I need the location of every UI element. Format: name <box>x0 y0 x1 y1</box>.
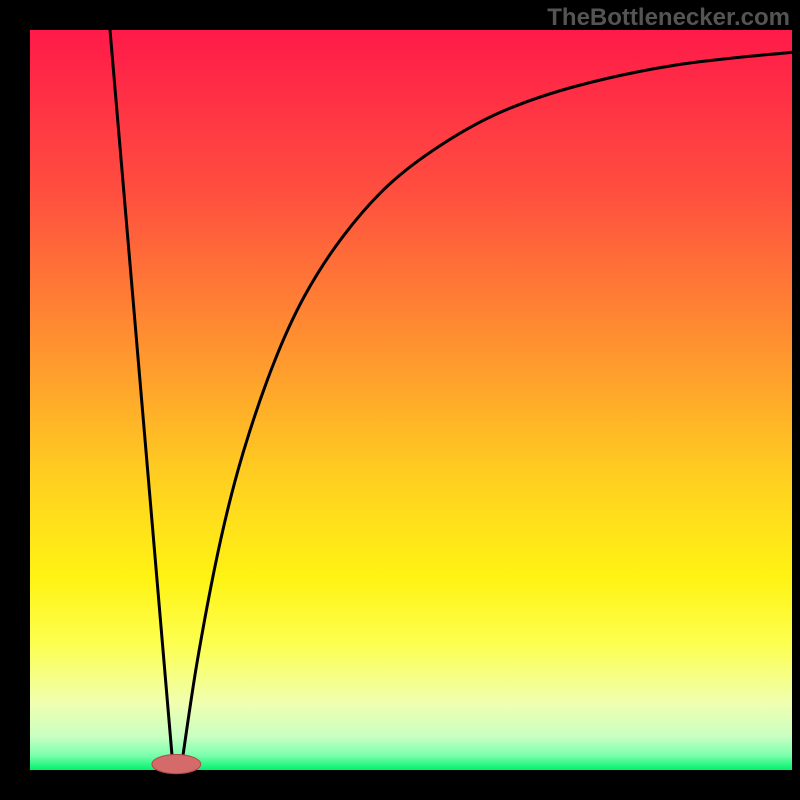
minimum-marker <box>152 754 201 773</box>
plot-gradient-background <box>30 30 792 770</box>
chart-container: TheBottlenecker.com <box>0 0 800 800</box>
bottleneck-chart <box>0 0 800 800</box>
watermark-text: TheBottlenecker.com <box>547 4 790 32</box>
